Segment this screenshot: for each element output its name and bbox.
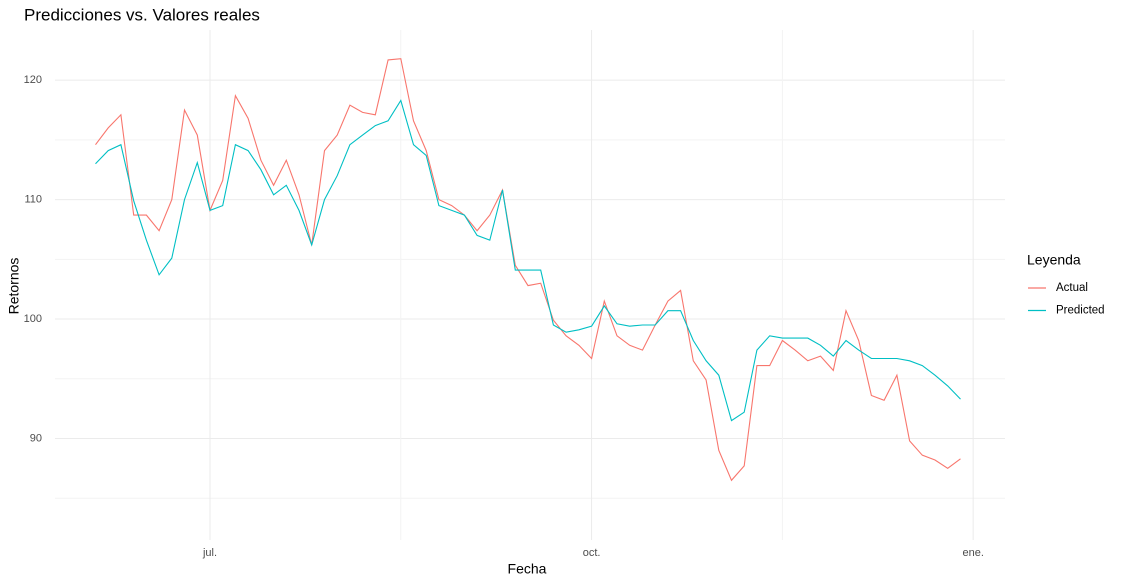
- y-tick-label: 120: [24, 74, 42, 86]
- y-tick-label: 100: [24, 313, 42, 325]
- y-axis-title: Retornos: [6, 258, 22, 315]
- legend-title: Leyenda: [1027, 252, 1081, 268]
- y-tick-label: 90: [30, 432, 42, 444]
- y-tick-label: 110: [24, 194, 42, 206]
- chart-title: Predicciones vs. Valores reales: [24, 5, 260, 24]
- legend-label: Predicted: [1056, 305, 1105, 317]
- grid: [55, 30, 1005, 540]
- data-line: [95, 58, 961, 482]
- data-line: [95, 99, 961, 422]
- x-tick-label: ene.: [962, 547, 983, 559]
- legend-label: Actual: [1056, 282, 1088, 294]
- x-axis-title: Fecha: [508, 561, 547, 577]
- x-tick-label: jul.: [202, 547, 217, 559]
- x-tick-label: oct.: [583, 547, 601, 559]
- plot-lines: [95, 58, 961, 482]
